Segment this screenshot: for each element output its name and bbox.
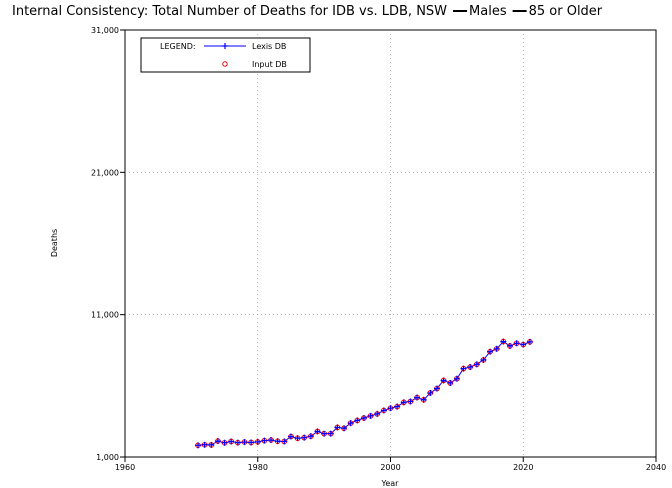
point-lexis-db (221, 439, 228, 446)
chart-title-suffix-age: 85 or Older (529, 4, 603, 19)
point-lexis-db (387, 405, 394, 412)
point-lexis-db (480, 356, 487, 363)
y-tick-label: 31,000 (91, 26, 119, 35)
point-lexis-db (407, 398, 414, 405)
point-lexis-db (228, 438, 235, 445)
point-lexis-db (294, 435, 301, 442)
point-lexis-db (307, 433, 314, 440)
point-lexis-db (268, 437, 275, 444)
point-lexis-db (274, 438, 281, 445)
x-tick-label: 2040 (646, 463, 666, 472)
point-lexis-db (467, 364, 474, 371)
legend: LEGEND: Lexis DB Input DB (140, 37, 311, 73)
chart-title-suffix-males: Males (469, 4, 507, 19)
point-lexis-db (427, 389, 434, 396)
point-lexis-db (327, 430, 334, 437)
point-lexis-db (208, 441, 215, 448)
point-lexis-db (248, 439, 255, 446)
x-axis-label: Year (381, 479, 400, 488)
legend-label-input: Input DB (252, 60, 287, 69)
x-tick-label: 1960 (115, 463, 135, 472)
y-axis-label: Deaths (50, 229, 59, 257)
point-lexis-db (453, 375, 460, 382)
point-lexis-db (394, 403, 401, 410)
point-lexis-db (374, 410, 381, 417)
y-tick-label: 21,000 (91, 168, 119, 177)
legend-marker-plus (222, 43, 228, 49)
chart-title: Internal Consistency: Total Number of De… (12, 4, 447, 19)
point-lexis-db (500, 338, 507, 345)
point-lexis-db (241, 439, 248, 446)
point-lexis-db (367, 412, 374, 419)
y-tick-label: 1,000 (96, 453, 119, 462)
point-lexis-db (360, 415, 367, 422)
point-lexis-db (460, 365, 467, 372)
point-lexis-db (214, 438, 221, 445)
point-lexis-db (347, 420, 354, 427)
point-lexis-db (301, 434, 308, 441)
point-lexis-db (354, 417, 361, 424)
point-lexis-db (513, 340, 520, 347)
x-axis-ticks: 1960 1980 2000 2020 2040 (115, 457, 666, 472)
point-lexis-db (314, 428, 321, 435)
y-axis-ticks: 1,000 11,000 21,000 31,000 (91, 26, 125, 462)
point-lexis-db (473, 361, 480, 368)
x-tick-label: 2000 (380, 463, 400, 472)
point-lexis-db (493, 345, 500, 352)
point-lexis-db (201, 441, 208, 448)
legend-title: LEGEND: (160, 42, 196, 51)
point-lexis-db (487, 348, 494, 355)
point-lexis-db (447, 379, 454, 386)
series-layer (195, 338, 533, 449)
point-lexis-db (380, 407, 387, 414)
point-lexis-db (506, 342, 513, 349)
point-lexis-db (287, 433, 294, 440)
x-tick-label: 2020 (513, 463, 533, 472)
legend-label-lexis: Lexis DB (252, 42, 286, 51)
y-tick-label: 11,000 (91, 311, 119, 320)
legend-marker-circle (222, 61, 228, 67)
point-lexis-db (234, 439, 241, 446)
point-lexis-db (261, 437, 268, 444)
point-lexis-db (526, 338, 533, 345)
point-lexis-db (414, 394, 421, 401)
point-lexis-db (254, 438, 261, 445)
point-lexis-db (341, 425, 348, 432)
point-lexis-db (420, 396, 427, 403)
chart-title-row: Internal Consistency: Total Number of De… (12, 4, 603, 19)
point-lexis-db (195, 442, 202, 449)
grid (125, 30, 656, 457)
point-lexis-db (334, 424, 341, 431)
point-lexis-db (520, 341, 527, 348)
point-lexis-db (321, 430, 328, 437)
point-lexis-db (400, 399, 407, 406)
series-line-lexis-db (197, 340, 531, 446)
point-lexis-db (281, 438, 288, 445)
point-lexis-db (440, 377, 447, 384)
x-tick-label: 1980 (248, 463, 268, 472)
point-lexis-db (433, 385, 440, 392)
